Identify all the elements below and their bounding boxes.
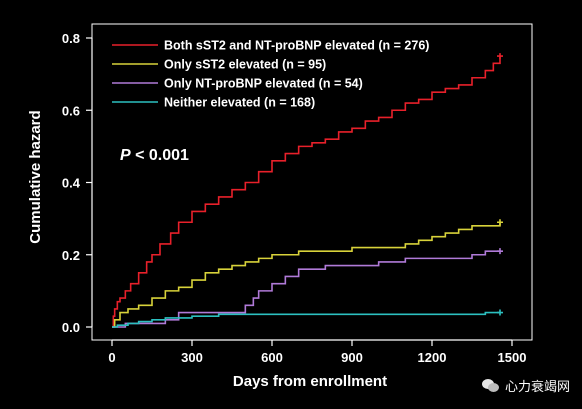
x-tick-label: 600 bbox=[261, 350, 283, 365]
y-tick-label: 0.2 bbox=[62, 248, 80, 263]
x-tick-label: 0 bbox=[108, 350, 115, 365]
watermark: 心力衰竭网 bbox=[481, 376, 570, 395]
axes: 0.0 0.2 0.4 0.6 0.8 0 300 600 900 1200 1500 bbox=[62, 23, 533, 365]
x-axis-label: Days from enrollment bbox=[233, 373, 387, 390]
legend: Both sST2 and NT-proBNP elevated (n = 27… bbox=[112, 39, 429, 110]
x-tick-label: 1200 bbox=[418, 350, 447, 365]
y-tick-label: 0.6 bbox=[62, 103, 80, 118]
censor-marker bbox=[497, 219, 503, 226]
p-value-annotation: P < 0.001 bbox=[120, 147, 189, 164]
x-tick-label: 900 bbox=[341, 350, 363, 365]
x-tick-label: 300 bbox=[181, 350, 203, 365]
censor-marker bbox=[497, 248, 503, 255]
legend-entry: Only sST2 elevated (n = 95) bbox=[164, 58, 326, 72]
series-lines bbox=[112, 53, 503, 328]
y-axis-label: Cumulative hazard bbox=[27, 110, 44, 243]
y-tick-label: 0.4 bbox=[62, 176, 81, 191]
legend-entry: Neither elevated (n = 168) bbox=[164, 96, 315, 110]
series-line bbox=[112, 56, 501, 328]
x-tick-label: 1500 bbox=[498, 350, 527, 365]
watermark-text: 心力衰竭网 bbox=[504, 380, 570, 395]
series-line bbox=[112, 311, 500, 328]
wechat-icon bbox=[481, 378, 500, 393]
censor-marker bbox=[497, 309, 503, 316]
y-tick-label: 0.8 bbox=[62, 31, 80, 46]
legend-entry: Only NT-proBNP elevated (n = 54) bbox=[164, 77, 363, 91]
series-line bbox=[112, 250, 500, 328]
series-line bbox=[112, 222, 501, 328]
y-tick-label: 0.0 bbox=[62, 320, 80, 335]
censor-marker bbox=[497, 53, 503, 60]
legend-entry: Both sST2 and NT-proBNP elevated (n = 27… bbox=[164, 39, 429, 53]
